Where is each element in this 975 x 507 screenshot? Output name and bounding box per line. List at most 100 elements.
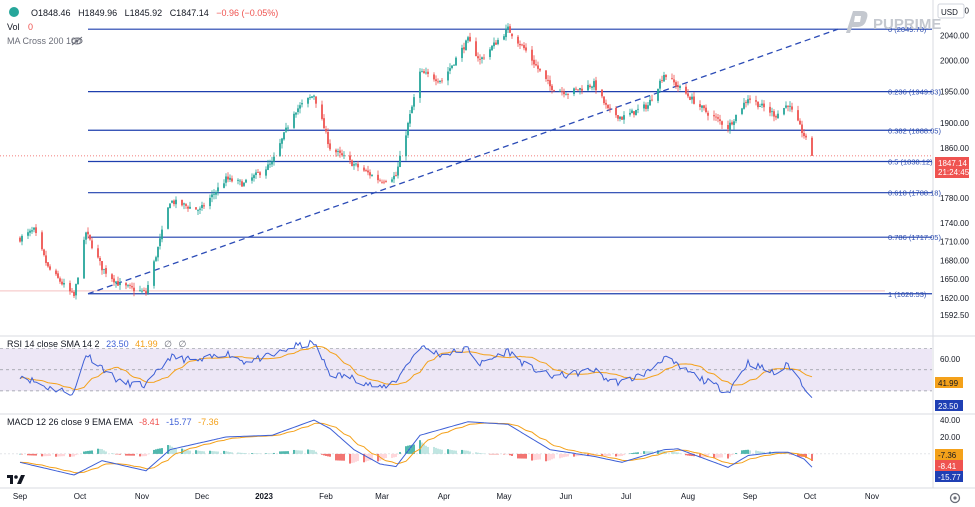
candle xyxy=(73,290,75,299)
settings-gear-icon[interactable] xyxy=(949,492,961,504)
candle-body xyxy=(493,42,495,47)
macd-histogram-bar xyxy=(439,449,441,454)
candle xyxy=(61,278,63,286)
macd-histogram-bar xyxy=(561,453,563,458)
candle xyxy=(577,89,579,92)
macd-histogram-bar xyxy=(155,449,157,454)
candle xyxy=(255,169,257,179)
fibonacci-retracement[interactable]: 0 (2049.70) 0.236 (1949.83) 0.382 (1888.05… xyxy=(88,25,941,299)
candle-body xyxy=(741,108,743,114)
candle-body xyxy=(99,257,101,262)
candle-body xyxy=(423,71,425,74)
eye-hidden-icon[interactable] xyxy=(71,36,83,46)
candle xyxy=(381,179,383,184)
candle xyxy=(293,111,295,130)
macd-histogram-bar xyxy=(775,452,777,454)
candle xyxy=(105,265,107,278)
macd-histogram-bar xyxy=(629,453,631,454)
candle xyxy=(241,179,243,187)
candle-body xyxy=(127,285,129,287)
trendline[interactable] xyxy=(87,28,839,295)
macd-histogram-bar xyxy=(797,453,799,457)
macd-histogram-bar xyxy=(77,453,79,455)
candle-body xyxy=(771,111,773,113)
macd-histogram-bar xyxy=(99,448,101,454)
candle-body xyxy=(679,86,681,88)
candle xyxy=(175,196,177,209)
currency-selector[interactable]: USD xyxy=(937,3,965,19)
macd-histogram-bar xyxy=(255,453,257,454)
candle-body xyxy=(433,74,435,80)
candle xyxy=(57,270,59,279)
time-tick-label: Nov xyxy=(865,492,879,501)
candle-body xyxy=(491,45,493,51)
macd-histogram-bar xyxy=(105,451,107,454)
candle-body xyxy=(297,108,299,113)
macd-histogram-bar xyxy=(293,449,295,454)
candle xyxy=(805,133,807,140)
macd-histogram-bar xyxy=(399,452,401,454)
candle xyxy=(203,202,205,209)
candle xyxy=(789,101,791,112)
candle xyxy=(493,37,495,49)
time-axis[interactable]: Sep Oct Nov Dec 2023 Feb Mar Apr May Jun Jul Aug Sep… xyxy=(13,492,879,501)
candle-body xyxy=(369,172,371,176)
macd-histogram-bar xyxy=(397,453,399,455)
macd-histogram-bar xyxy=(787,453,789,454)
macd-value: -15.77 xyxy=(166,417,192,427)
macd-histogram-bar xyxy=(559,453,561,459)
macd-histogram-bar xyxy=(97,448,99,454)
candle-body xyxy=(699,104,701,107)
candle xyxy=(197,209,199,216)
candle-body xyxy=(273,156,275,162)
fib-level-label: 0 (2049.70) xyxy=(888,25,927,34)
candle xyxy=(157,246,159,262)
macd-histogram-bar xyxy=(413,444,415,454)
candle xyxy=(679,84,681,91)
candle-body xyxy=(187,206,189,209)
time-tick-label: Aug xyxy=(681,492,695,501)
candle-body xyxy=(97,248,99,258)
macd-histogram-bar xyxy=(475,452,477,454)
candle xyxy=(63,278,65,288)
candle-body xyxy=(89,234,91,240)
macd-histogram-bar xyxy=(157,448,159,454)
candle xyxy=(601,89,603,99)
candle xyxy=(185,203,187,209)
macd-histogram-bar xyxy=(43,453,45,457)
candle-body xyxy=(243,182,245,186)
candle xyxy=(103,268,105,274)
macd-histogram-bar xyxy=(447,449,449,454)
macd-histogram-bar xyxy=(145,453,147,457)
candle xyxy=(421,68,423,73)
candle xyxy=(419,68,421,103)
candle xyxy=(279,138,281,157)
macd-histogram-bar xyxy=(759,451,761,454)
macd-histogram-bar xyxy=(405,446,407,454)
candle xyxy=(395,171,397,177)
candle xyxy=(45,250,47,266)
macd-histogram-bar xyxy=(749,450,751,454)
candle-body xyxy=(353,164,355,166)
candle xyxy=(409,109,411,127)
rsi-value-tag: 23.50 xyxy=(935,400,963,411)
candle xyxy=(99,256,101,266)
candle xyxy=(769,102,771,117)
macd-histogram-bar xyxy=(335,453,337,461)
macd-histogram-bar xyxy=(799,453,801,457)
macd-histogram-bar xyxy=(365,453,367,462)
candle xyxy=(663,71,665,82)
macd-histogram-bar xyxy=(589,453,591,456)
macd-histogram-bar xyxy=(391,453,393,458)
candle-body xyxy=(325,129,327,132)
macd-histogram-bar xyxy=(635,452,637,454)
candle-body xyxy=(365,170,367,171)
macd-histogram-bar xyxy=(463,450,465,454)
macd-histogram-bar xyxy=(201,451,203,454)
candle xyxy=(383,179,385,185)
macd-histogram-bar xyxy=(441,449,443,454)
candle xyxy=(461,44,463,62)
candle-body xyxy=(315,96,317,104)
candle-body xyxy=(509,26,511,33)
candle xyxy=(171,199,173,204)
